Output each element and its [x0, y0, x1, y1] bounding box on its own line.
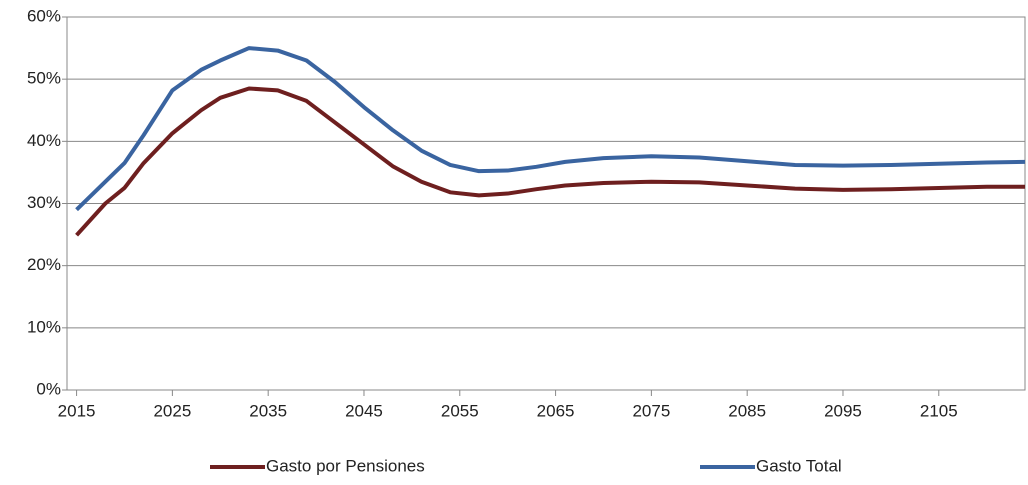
y-tick-label: 60%	[27, 6, 61, 25]
x-tick-label: 2045	[345, 401, 383, 420]
y-tick-label: 0%	[36, 379, 61, 398]
x-tick-label: 2025	[153, 401, 191, 420]
x-tick-label: 2065	[537, 401, 575, 420]
x-tick-label: 2095	[824, 401, 862, 420]
x-tick-label: 2105	[920, 401, 958, 420]
y-tick-label: 10%	[27, 317, 61, 336]
y-tick-label: 20%	[27, 255, 61, 274]
x-tick-label: 2015	[58, 401, 96, 420]
series-line	[75, 86, 1025, 237]
x-tick-label: 2035	[249, 401, 287, 420]
x-tick-label: 2075	[632, 401, 670, 420]
legend-label: Gasto Total	[756, 456, 842, 475]
y-tick-label: 40%	[27, 131, 61, 150]
y-tick-label: 50%	[27, 69, 61, 88]
y-tick-label: 30%	[27, 193, 61, 212]
x-tick-label: 2085	[728, 401, 766, 420]
series-line	[75, 46, 1026, 212]
legend-label: Gasto por Pensiones	[266, 456, 425, 475]
x-tick-label: 2055	[441, 401, 479, 420]
